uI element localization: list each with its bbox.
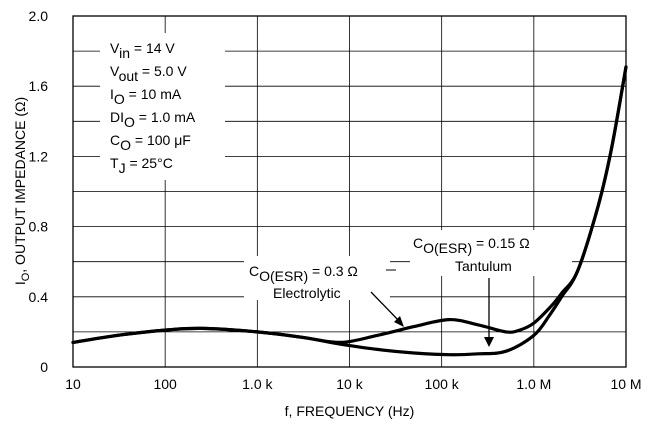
x-tick-label: 10 <box>65 376 81 392</box>
y-tick-label: 1.6 <box>29 78 49 94</box>
x-tick-label: 100 <box>153 376 177 392</box>
x-tick-label: 10 k <box>336 376 363 392</box>
x-tick-label: 1.0 M <box>516 376 551 392</box>
y-tick-label: 1.2 <box>29 148 49 164</box>
label-tantulum: Tantulum <box>455 258 512 274</box>
y-tick-label: 0 <box>40 359 48 375</box>
y-tick-labels: 0 0.4 0.8 1.2 1.6 2.0 <box>29 8 49 375</box>
x-tick-label: 100 k <box>425 376 460 392</box>
x-tick-labels: 10 100 1.0 k 10 k 100 k 1.0 M 10 M <box>65 376 641 392</box>
y-tick-label: 0.4 <box>29 289 49 305</box>
arrowhead-tantulum <box>484 337 494 347</box>
label-electrolytic: Electrolytic <box>273 285 341 301</box>
x-tick-label: 10 M <box>610 376 641 392</box>
y-tick-label: 0.8 <box>29 219 49 235</box>
y-tick-label: 2.0 <box>29 8 49 24</box>
x-tick-label: 1.0 k <box>242 376 273 392</box>
x-axis-label: f, FREQUENCY (Hz) <box>285 403 415 419</box>
y-axis-label: IO, OUTPUT IMPEDANCE (Ω) <box>12 97 32 285</box>
